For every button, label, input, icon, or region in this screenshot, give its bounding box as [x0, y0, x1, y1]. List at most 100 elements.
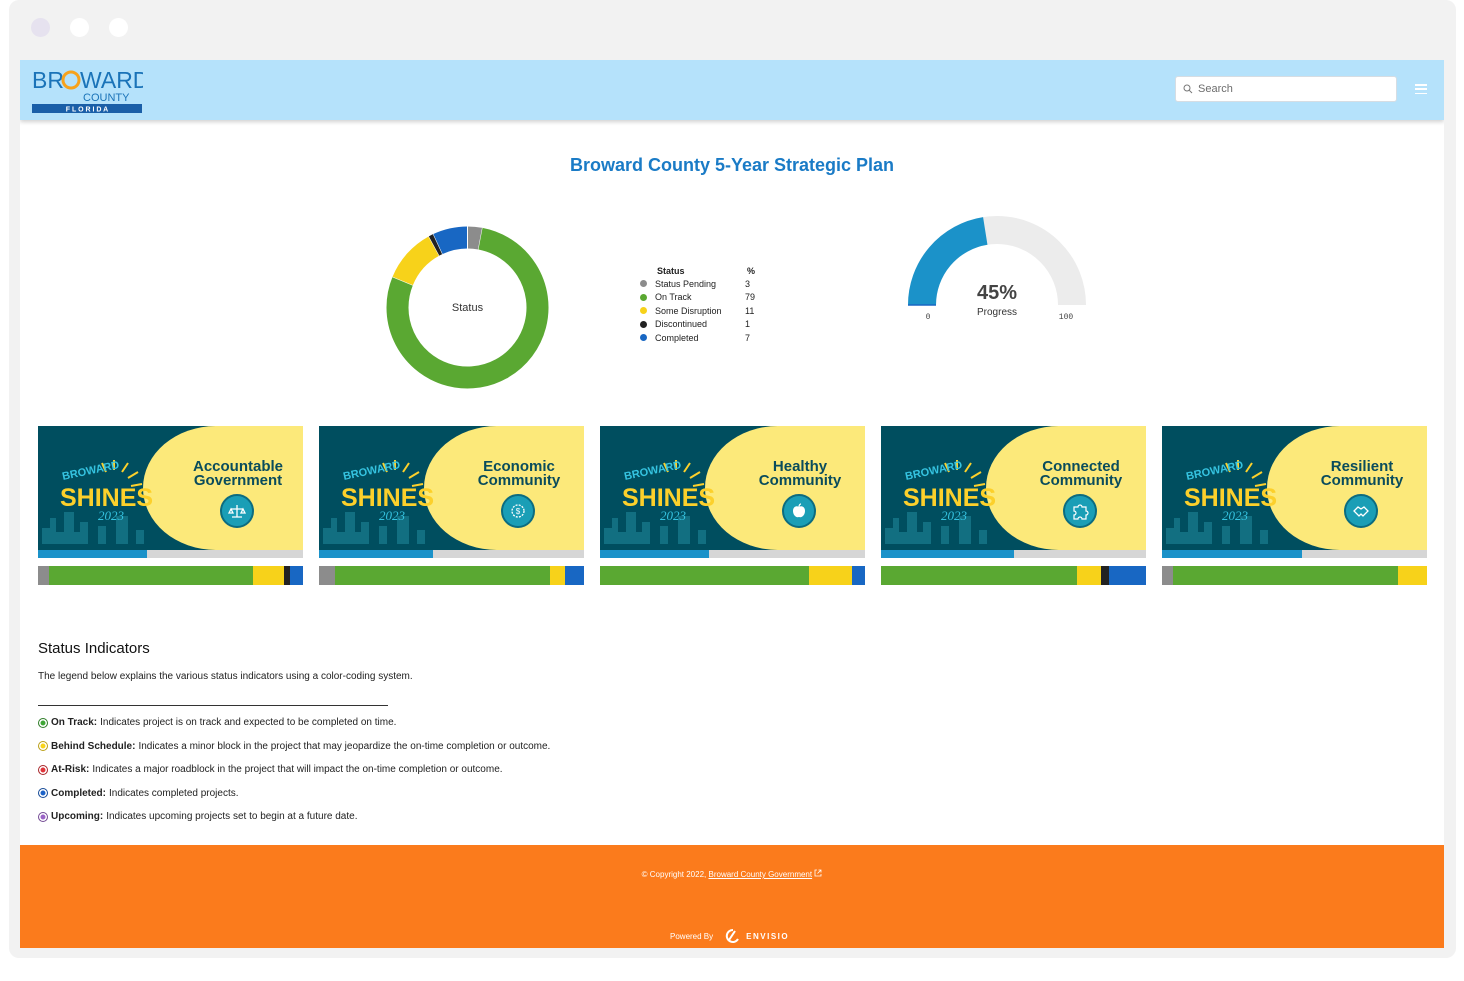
logo-text-florida: F L O R I D A — [66, 107, 108, 114]
goal-tile-economic[interactable]: BROWARD SHINES 2023 Economic Community $ — [319, 426, 584, 586]
status-bar-segment — [334, 566, 550, 585]
powered-by[interactable]: Powered By ENVISIO — [670, 927, 789, 945]
goal-title: Accountable Government — [178, 459, 298, 488]
goal-tile-resilient[interactable]: BROWARD SHINES 2023 Resilient Community — [1162, 426, 1427, 586]
goal-tile-connected[interactable]: BROWARD SHINES 2023 Connected Community — [881, 426, 1146, 586]
indicator-text: Indicates a minor block in the project t… — [138, 740, 551, 752]
search-box[interactable] — [1175, 76, 1397, 102]
window-controls — [31, 18, 128, 37]
indicator-text: Indicates upcoming projects set to begin… — [106, 811, 358, 822]
broward-county-logo[interactable]: BR WARD COUNTY F L O R I D A — [31, 66, 143, 114]
svg-text:$: $ — [516, 507, 521, 516]
status-dot-icon — [38, 741, 48, 751]
shines-main-text: SHINES — [622, 484, 715, 512]
shines-top-text: BROWARD — [342, 459, 401, 483]
goal-progress-bar — [319, 550, 584, 558]
broward-shines-logo: BROWARD SHINES 2023 — [622, 459, 715, 523]
shines-main-text: SHINES — [1184, 484, 1277, 512]
status-bar-segment — [809, 566, 852, 585]
legend-label: Some Disruption — [655, 305, 722, 316]
goal-progress-fill — [319, 550, 433, 558]
broward-county-government-link[interactable]: Broward County Government — [708, 870, 813, 879]
shines-main-text: SHINES — [60, 484, 153, 512]
legend-label: Status Pending — [655, 278, 717, 289]
top-navbar: BR WARD COUNTY F L O R I D A — [20, 60, 1444, 120]
goal-tile-healthy[interactable]: BROWARD SHINES 2023 Healthy Community — [600, 426, 865, 586]
copyright-text: © Copyright 2022, — [641, 870, 707, 879]
legend-header: Status % — [640, 264, 767, 277]
shines-year-text: 2023 — [98, 508, 125, 523]
logo-text-ward: WARD — [80, 67, 143, 93]
goal-progress-bar — [881, 550, 1146, 558]
indicator-label: On Track: — [51, 717, 98, 728]
indicator-label: Completed: — [51, 787, 106, 799]
goal-status-bar — [38, 566, 303, 585]
footer: © Copyright 2022, Broward County Governm… — [20, 845, 1444, 948]
window-maximize-button[interactable] — [109, 18, 128, 37]
status-dot-icon — [38, 717, 48, 728]
shines-top-text: BROWARD — [623, 459, 682, 483]
legend-row: Status Pending 3 — [640, 277, 767, 291]
donut-segment-some-disruption[interactable] — [392, 236, 440, 286]
sun-icon — [61, 70, 81, 90]
search-input[interactable] — [1198, 83, 1388, 95]
shines-top-text: BROWARD — [61, 459, 120, 483]
status-bar-segment — [289, 566, 303, 585]
puzzle-icon — [1063, 494, 1097, 528]
goal-status-bar — [319, 566, 584, 585]
donut-center-label: Status — [452, 302, 484, 314]
hamburger-icon[interactable] — [1415, 84, 1427, 94]
shines-top-text: BROWARD — [904, 459, 963, 483]
search-icon — [1183, 84, 1193, 94]
status-bar-segment — [1172, 566, 1398, 585]
logo-text-br: BR — [32, 67, 64, 93]
status-indicators-description: The legend below explains the various st… — [38, 671, 413, 682]
donut-separator — [477, 227, 484, 250]
divider — [38, 705, 388, 706]
shines-year-text: 2023 — [941, 508, 968, 523]
donut-segment-on-track[interactable] — [386, 227, 549, 389]
skyline-graphic — [323, 512, 425, 544]
legend-row: Discontinued 1 — [640, 318, 767, 332]
indicator-label: At-Risk: — [51, 764, 90, 775]
status-indicators-title: Status Indicators — [38, 640, 150, 657]
status-bar-segment — [319, 566, 335, 585]
strategic-goals-tiles: BROWARD SHINES 2023 Accountable Governme… — [38, 426, 1427, 586]
goal-title-line1: Connected — [1042, 458, 1120, 475]
goal-banner: BROWARD SHINES 2023 Accountable Governme… — [38, 426, 303, 550]
window-minimize-button[interactable] — [70, 18, 89, 37]
handshake-icon — [1344, 494, 1378, 528]
legend-value: 79 — [745, 292, 756, 303]
goal-tile-accountable[interactable]: BROWARD SHINES 2023 Accountable Governme… — [38, 426, 303, 586]
goal-title-line1: Economic — [483, 458, 555, 475]
legend-header-percent: % — [747, 265, 756, 276]
status-bar-segment — [851, 566, 865, 585]
status-dot-icon — [38, 788, 48, 798]
indicator-text: Indicates project is on track and expect… — [100, 717, 397, 728]
goal-progress-fill — [1162, 550, 1303, 558]
donut-segment-completed[interactable] — [433, 226, 468, 255]
goal-progress-fill — [38, 550, 147, 558]
legend-swatch — [640, 307, 647, 315]
legend-label: Completed — [655, 332, 699, 343]
donut-segment-status-pending[interactable] — [467, 226, 483, 250]
skyline-graphic — [885, 512, 987, 544]
goal-progress-fill — [600, 550, 709, 558]
legend-label: Discontinued — [655, 319, 708, 330]
gauge-value: 45% — [977, 282, 1017, 304]
window-close-button[interactable] — [31, 18, 50, 37]
legend-swatch — [640, 280, 647, 288]
indicator-text: Indicates completed projects. — [109, 787, 239, 799]
status-bar-segment — [565, 566, 584, 585]
legend-value: 11 — [745, 305, 755, 316]
envisio-brand: ENVISIO — [746, 931, 790, 941]
donut-segment-discontinued[interactable] — [428, 234, 443, 256]
status-indicator-behind-schedule: Behind Schedule: Indicates a minor block … — [38, 741, 550, 752]
goal-title-line2: Community — [1039, 472, 1123, 489]
skyline-graphic — [1166, 512, 1268, 544]
legend-row: Completed 7 — [640, 331, 767, 345]
status-legend: Status % Status Pending 3 On Track 79 Some D… — [640, 264, 767, 345]
powered-by-text: Powered By — [670, 931, 714, 941]
goal-progress-bar — [600, 550, 865, 558]
broward-shines-logo: BROWARD SHINES 2023 — [903, 459, 996, 523]
